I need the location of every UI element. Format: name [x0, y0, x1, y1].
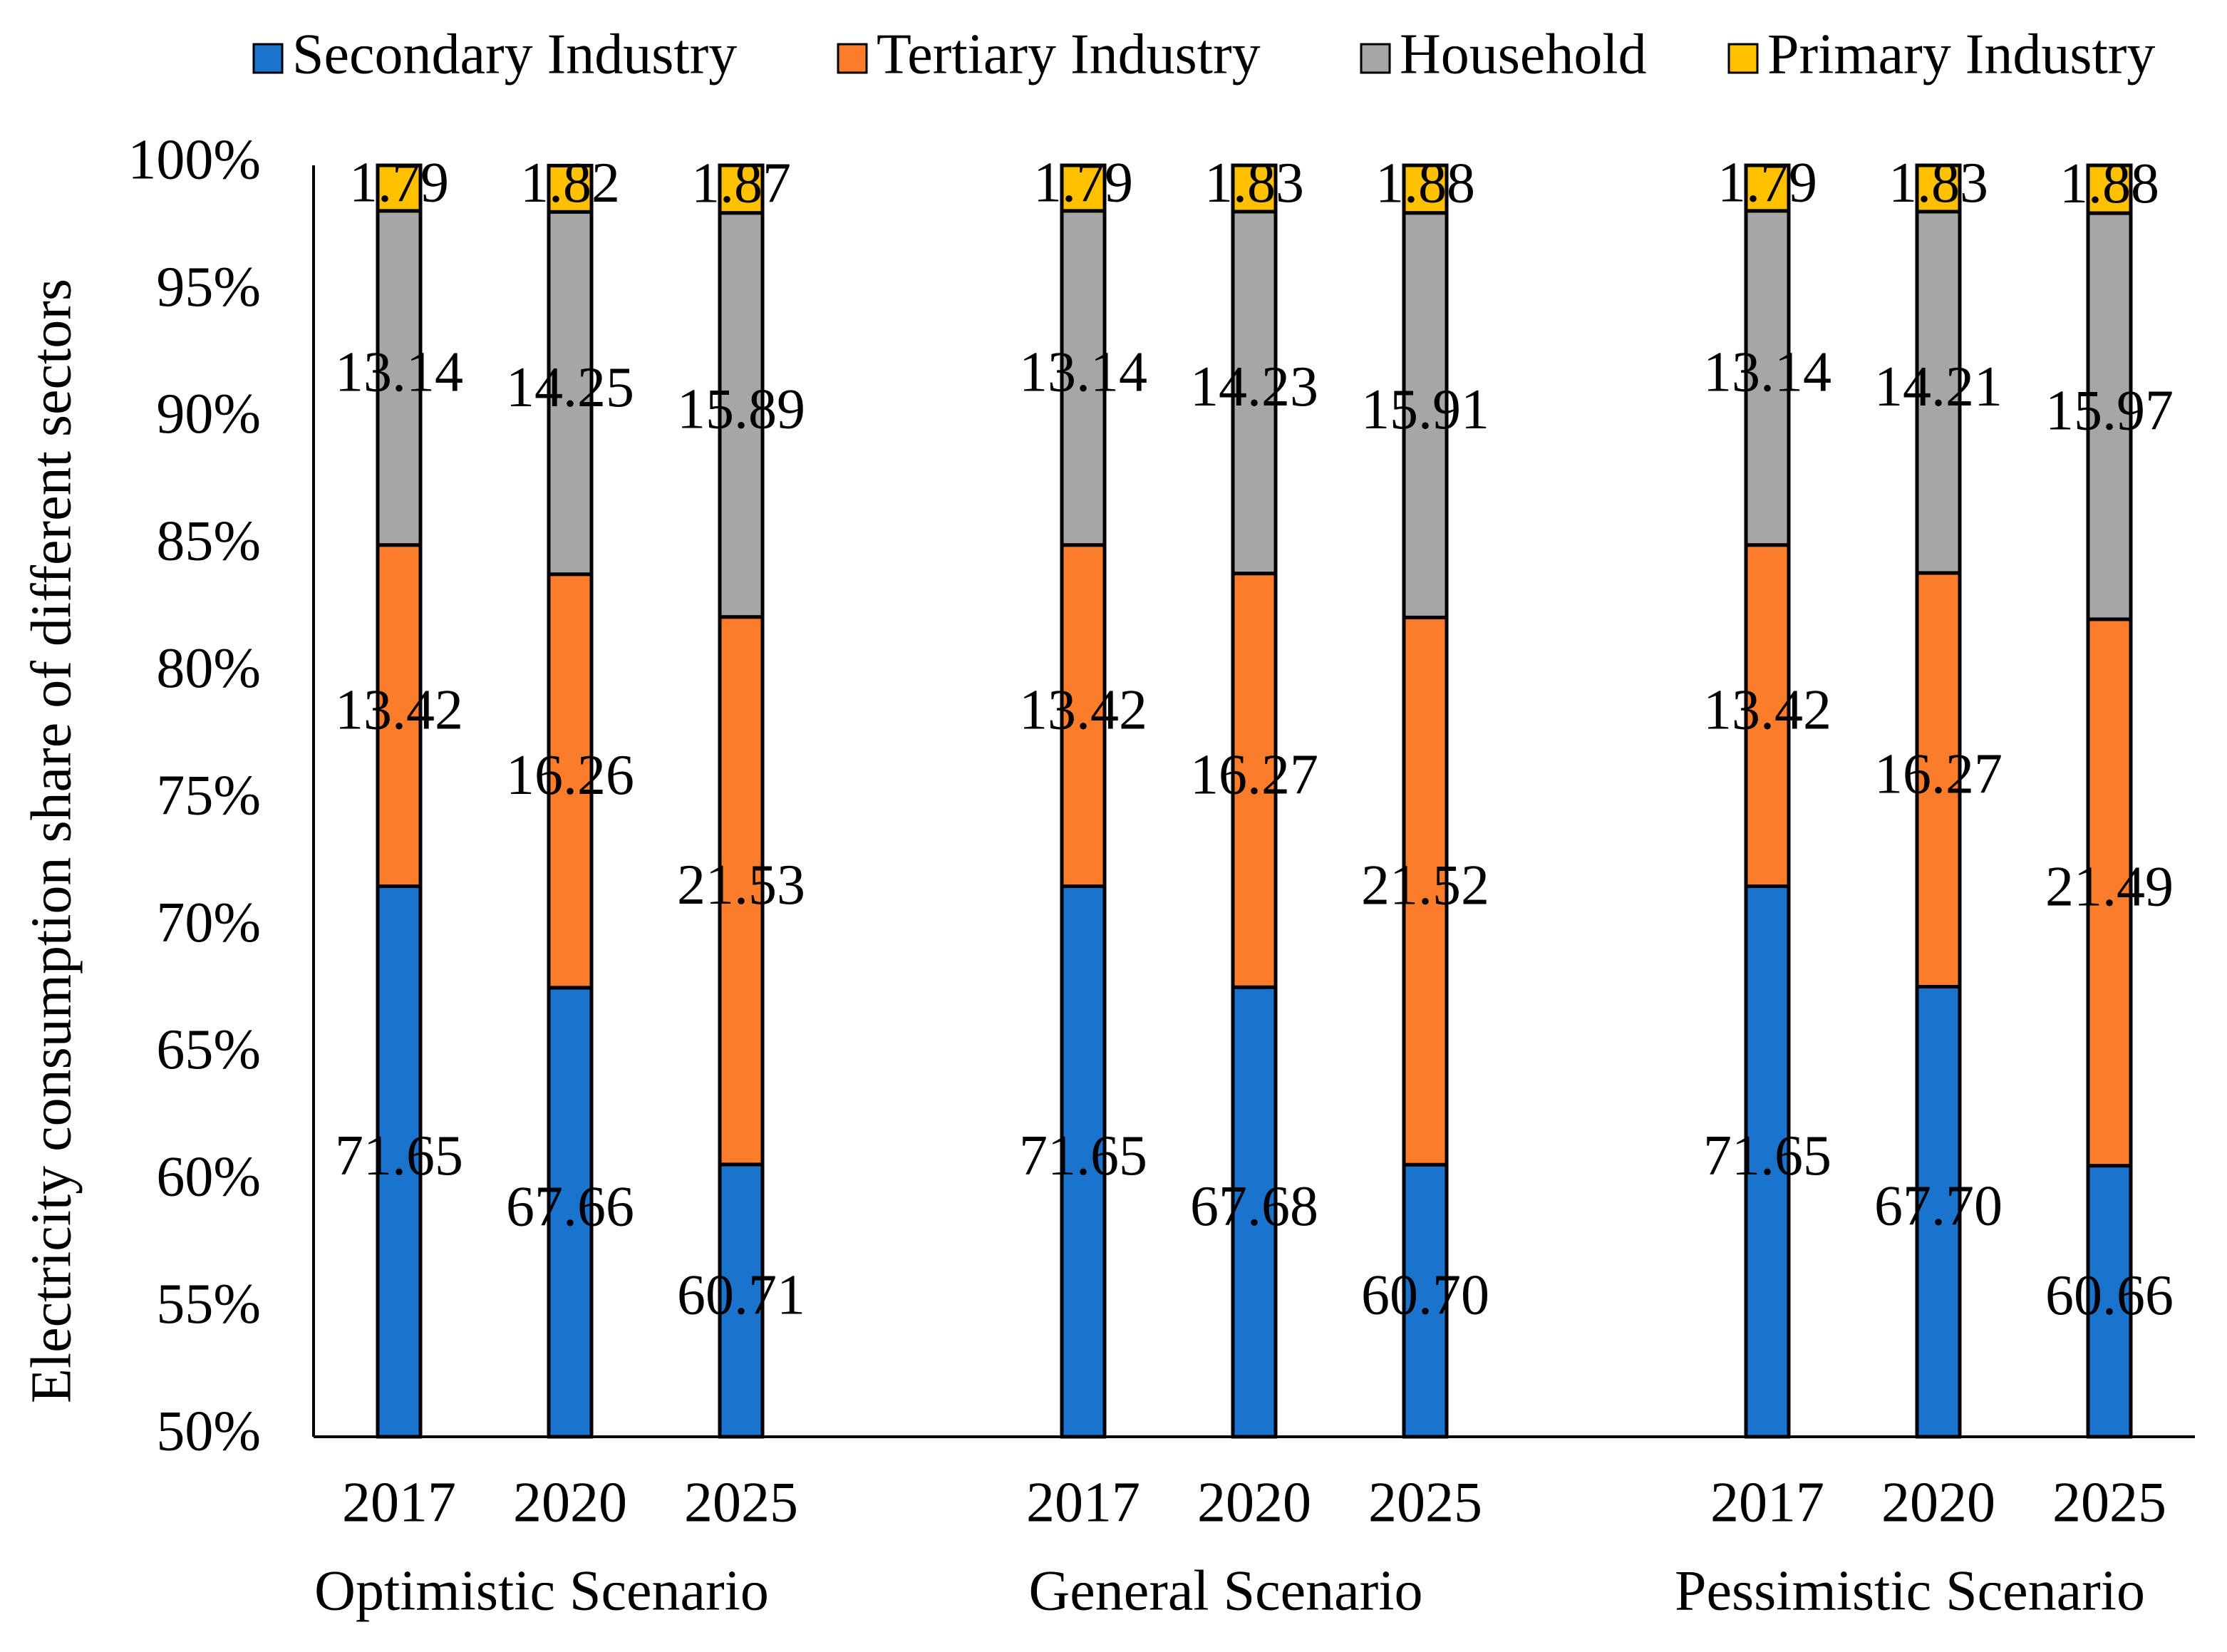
bar-segment [1402, 211, 1449, 619]
data-label: 60.66 [2045, 1264, 2174, 1327]
bar-segment [718, 1162, 765, 1439]
data-label: 13.14 [1019, 341, 1147, 404]
bar-segment [1744, 163, 1791, 213]
bar-segment [1060, 163, 1107, 213]
legend-swatch [837, 43, 868, 74]
x-tick-label: 2017 [1710, 1471, 1824, 1534]
bar-segment [1060, 209, 1107, 547]
data-label: 67.66 [506, 1175, 634, 1238]
data-label: 60.70 [1361, 1264, 1489, 1326]
data-label: 1.83 [1888, 152, 1988, 215]
bar-segment [547, 572, 594, 990]
data-label: 71.65 [1019, 1125, 1147, 1187]
legend-label: Household [1400, 23, 1647, 86]
bar-segment [1402, 163, 1449, 215]
bar-segment [1402, 1162, 1449, 1439]
y-tick-label: 95% [156, 256, 261, 319]
data-label: 1.79 [1717, 151, 1817, 214]
data-label: 14.25 [506, 356, 634, 419]
bar-segment [1231, 163, 1278, 214]
bar-segment [1060, 543, 1107, 889]
data-label: 67.70 [1874, 1175, 2003, 1238]
data-label: 15.97 [2045, 379, 2174, 442]
bar-segment [1060, 884, 1107, 1439]
y-tick-label: 65% [156, 1018, 261, 1081]
bar-segment [1744, 884, 1791, 1439]
y-tick-label: 80% [156, 637, 261, 700]
data-label: 21.53 [677, 854, 805, 917]
y-tick-label: 100% [128, 128, 261, 191]
y-tick-label: 55% [156, 1273, 261, 1336]
bar-segment [1231, 210, 1278, 576]
data-label: 13.42 [335, 678, 463, 741]
y-tick-label: 90% [156, 383, 261, 445]
bar-segment [718, 163, 765, 215]
bar-segment [2086, 163, 2133, 215]
data-label: 13.42 [1019, 678, 1147, 741]
x-tick-label: 2025 [1368, 1471, 1482, 1534]
x-tick-label: 2020 [1197, 1471, 1311, 1534]
data-label: 13.14 [335, 341, 463, 404]
data-label: 1.82 [520, 152, 620, 215]
data-label: 14.23 [1190, 356, 1318, 418]
data-label: 15.91 [1361, 378, 1489, 441]
data-label: 21.52 [1361, 855, 1489, 917]
legend-swatch [1727, 43, 1759, 74]
bar-segment [1744, 543, 1791, 889]
y-axis-label: Electricity consumption share of differe… [20, 279, 83, 1403]
data-label: 67.68 [1190, 1175, 1318, 1238]
bar-segment [376, 163, 423, 213]
legend-swatch [252, 43, 284, 74]
bar-segment [718, 211, 765, 619]
bar-segment [376, 884, 423, 1439]
data-label: 13.42 [1703, 678, 1831, 741]
data-label: 1.88 [2060, 153, 2159, 215]
y-tick-label: 50% [156, 1400, 261, 1462]
y-tick-label: 85% [156, 510, 261, 573]
bar-segment [1231, 985, 1278, 1439]
data-label: 16.27 [1190, 743, 1318, 806]
bar-segment [547, 163, 594, 214]
bar-segment [547, 210, 594, 577]
bar-segment [1915, 210, 1962, 575]
group-label: Pessimistic Scenario [1675, 1559, 2145, 1622]
legend-label: Tertiary Industry [877, 23, 1261, 86]
data-label: 16.27 [1874, 743, 2003, 806]
data-label: 15.89 [677, 378, 805, 441]
y-tick-label: 75% [156, 764, 261, 827]
data-label: 14.21 [1874, 356, 2003, 418]
bar-segment [376, 209, 423, 547]
legend-swatch [1360, 43, 1391, 74]
data-label: 1.79 [1033, 151, 1133, 214]
data-label: 71.65 [1703, 1125, 1831, 1187]
x-tick-label: 2020 [1881, 1471, 1995, 1534]
y-tick-label: 70% [156, 892, 261, 954]
bar-segment [1915, 163, 1962, 214]
legend-label: Secondary Industry [292, 23, 737, 86]
bar-segment [1402, 615, 1449, 1167]
bar-segment [1231, 572, 1278, 989]
data-label: 1.88 [1375, 153, 1475, 215]
x-tick-label: 2025 [2052, 1471, 2166, 1534]
data-label: 21.49 [2045, 856, 2174, 919]
data-label: 71.65 [335, 1125, 463, 1187]
data-label: 1.83 [1204, 152, 1304, 215]
bar-segment [2086, 1164, 2133, 1439]
x-tick-label: 2017 [342, 1471, 456, 1534]
data-label: 60.71 [677, 1264, 805, 1326]
x-tick-label: 2017 [1026, 1471, 1140, 1534]
y-tick-label: 60% [156, 1146, 261, 1209]
data-label: 13.14 [1703, 341, 1831, 404]
bar-segment [1915, 984, 1962, 1439]
x-tick-label: 2025 [684, 1471, 798, 1534]
group-label: General Scenario [1028, 1559, 1422, 1622]
x-tick-label: 2020 [513, 1471, 627, 1534]
group-label: Optimistic Scenario [314, 1559, 769, 1622]
data-label: 16.26 [506, 744, 634, 807]
data-label: 1.87 [691, 153, 791, 215]
legend-label: Primary Industry [1767, 23, 2155, 86]
data-label: 1.79 [349, 151, 449, 214]
